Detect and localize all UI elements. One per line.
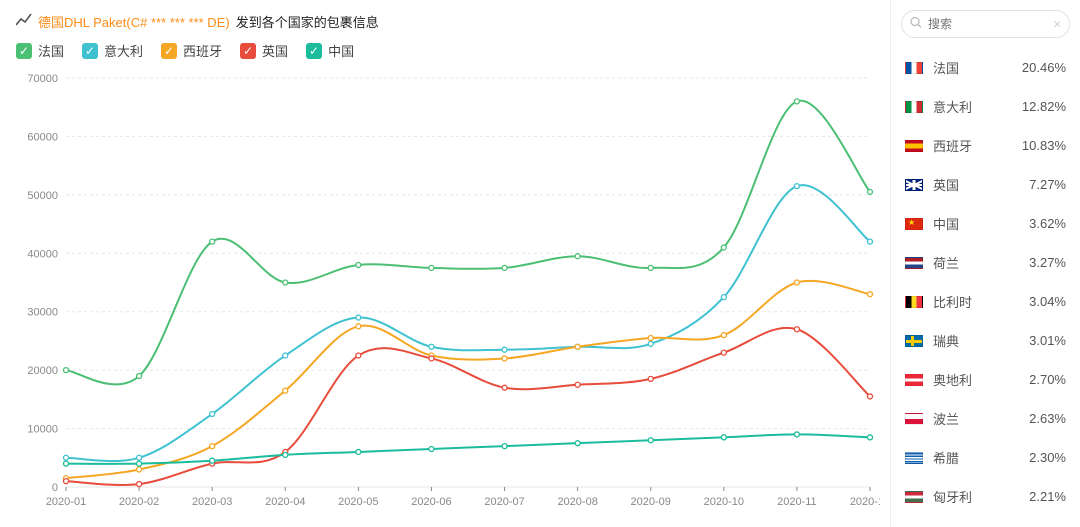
main-panel: 德国DHL Paket(C# *** *** *** DE) 发到各个国家的包裹… — [0, 0, 890, 527]
flag-icon — [905, 335, 923, 347]
legend-swatch: ✓ — [82, 43, 98, 59]
svg-text:2020-10: 2020-10 — [704, 496, 744, 508]
svg-text:2020-03: 2020-03 — [192, 496, 232, 508]
svg-text:20000: 20000 — [27, 365, 58, 377]
country-name: 意大利 — [933, 97, 972, 116]
svg-text:30000: 30000 — [27, 307, 58, 319]
country-pct: 3.27% — [1029, 255, 1066, 270]
search-icon — [910, 17, 922, 32]
svg-text:2020-07: 2020-07 — [484, 496, 524, 508]
svg-text:2020-12: 2020-12 — [850, 496, 880, 508]
legend-label: 英国 — [262, 41, 288, 60]
flag-icon — [905, 257, 923, 269]
svg-text:2020-04: 2020-04 — [265, 496, 305, 508]
country-name: 英国 — [933, 175, 959, 194]
country-pct: 20.46% — [1022, 60, 1066, 75]
flag-icon — [905, 62, 923, 74]
flag-icon — [905, 101, 923, 113]
legend-item[interactable]: ✓ 英国 — [240, 41, 288, 60]
country-pct: 2.30% — [1029, 450, 1066, 465]
legend-item[interactable]: ✓ 意大利 — [82, 41, 143, 60]
legend-swatch: ✓ — [240, 43, 256, 59]
flag-icon — [905, 296, 923, 308]
country-row[interactable]: 比利时 3.04% — [891, 282, 1080, 321]
country-name: 奥地利 — [933, 370, 972, 389]
legend-label: 西班牙 — [183, 41, 222, 60]
svg-text:40000: 40000 — [27, 248, 58, 260]
country-row[interactable]: 西班牙 10.83% — [891, 126, 1080, 165]
country-pct: 7.27% — [1029, 177, 1066, 192]
legend-swatch: ✓ — [306, 43, 322, 59]
country-name: 中国 — [933, 214, 959, 233]
country-name: 瑞典 — [933, 331, 959, 350]
legend-item[interactable]: ✓ 中国 — [306, 41, 354, 60]
country-pct: 3.01% — [1029, 333, 1066, 348]
country-pct: 3.62% — [1029, 216, 1066, 231]
app-root: 德国DHL Paket(C# *** *** *** DE) 发到各个国家的包裹… — [0, 0, 1080, 527]
flag-icon — [905, 413, 923, 425]
search-box: × — [901, 10, 1070, 38]
legend-swatch: ✓ — [16, 43, 32, 59]
flag-icon — [905, 218, 923, 230]
title-suffix: 发到各个国家的包裹信息 — [236, 12, 379, 31]
clear-icon[interactable]: × — [1053, 17, 1061, 32]
title-brand[interactable]: 德国DHL Paket(C# *** *** *** DE) — [38, 12, 230, 31]
country-name: 希腊 — [933, 448, 959, 467]
svg-text:70000: 70000 — [27, 73, 58, 85]
chart-legend: ✓ 法国 ✓ 意大利 ✓ 西班牙 ✓ 英国 ✓ 中国 — [16, 41, 880, 60]
country-pct: 12.82% — [1022, 99, 1066, 114]
country-row[interactable]: 英国 7.27% — [891, 165, 1080, 204]
svg-text:2020-09: 2020-09 — [631, 496, 671, 508]
svg-text:60000: 60000 — [27, 131, 58, 143]
svg-text:2020-06: 2020-06 — [411, 496, 451, 508]
country-row[interactable]: 波兰 2.63% — [891, 399, 1080, 438]
svg-text:2020-02: 2020-02 — [119, 496, 159, 508]
country-row[interactable]: 中国 3.62% — [891, 204, 1080, 243]
sidebar: × 法国 20.46% 意大利 12.82% 西班牙 10.83% 英国 7.27% 中国 3.6… — [890, 0, 1080, 527]
trend-icon — [16, 13, 32, 30]
country-name: 比利时 — [933, 292, 972, 311]
legend-swatch: ✓ — [161, 43, 177, 59]
country-row[interactable]: 匈牙利 2.21% — [891, 477, 1080, 516]
legend-item[interactable]: ✓ 法国 — [16, 41, 64, 60]
legend-label: 意大利 — [104, 41, 143, 60]
flag-icon — [905, 452, 923, 464]
flag-icon — [905, 179, 923, 191]
country-pct: 3.04% — [1029, 294, 1066, 309]
flag-icon — [905, 374, 923, 386]
svg-text:2020-08: 2020-08 — [557, 496, 597, 508]
country-row[interactable]: 意大利 12.82% — [891, 87, 1080, 126]
flag-icon — [905, 491, 923, 503]
country-name: 匈牙利 — [933, 487, 972, 506]
country-name: 波兰 — [933, 409, 959, 428]
country-list: 法国 20.46% 意大利 12.82% 西班牙 10.83% 英国 7.27% 中国 3.62%… — [891, 48, 1080, 527]
legend-item[interactable]: ✓ 西班牙 — [161, 41, 222, 60]
svg-text:2020-01: 2020-01 — [46, 496, 86, 508]
chart-area: 0 10000 20000 30000 40000 50000 60000 70000 2020… — [16, 68, 880, 517]
legend-label: 中国 — [328, 41, 354, 60]
country-name: 荷兰 — [933, 253, 959, 272]
svg-text:2020-05: 2020-05 — [338, 496, 378, 508]
search-input[interactable] — [901, 10, 1070, 38]
country-name: 西班牙 — [933, 136, 972, 155]
country-pct: 10.83% — [1022, 138, 1066, 153]
svg-text:0: 0 — [52, 482, 58, 494]
page-title: 德国DHL Paket(C# *** *** *** DE) 发到各个国家的包裹… — [16, 12, 880, 31]
country-pct: 2.70% — [1029, 372, 1066, 387]
country-row[interactable]: 法国 20.46% — [891, 48, 1080, 87]
legend-label: 法国 — [38, 41, 64, 60]
line-chart: 0 10000 20000 30000 40000 50000 60000 70000 2020… — [16, 68, 880, 517]
country-row[interactable]: 希腊 2.30% — [891, 438, 1080, 477]
country-pct: 2.63% — [1029, 411, 1066, 426]
country-pct: 2.21% — [1029, 489, 1066, 504]
country-row[interactable]: 奥地利 2.70% — [891, 360, 1080, 399]
svg-text:50000: 50000 — [27, 190, 58, 202]
svg-text:2020-11: 2020-11 — [777, 496, 817, 508]
country-row[interactable]: 荷兰 3.27% — [891, 243, 1080, 282]
country-name: 法国 — [933, 58, 959, 77]
country-row[interactable]: 瑞典 3.01% — [891, 321, 1080, 360]
svg-text:10000: 10000 — [27, 424, 58, 436]
flag-icon — [905, 140, 923, 152]
